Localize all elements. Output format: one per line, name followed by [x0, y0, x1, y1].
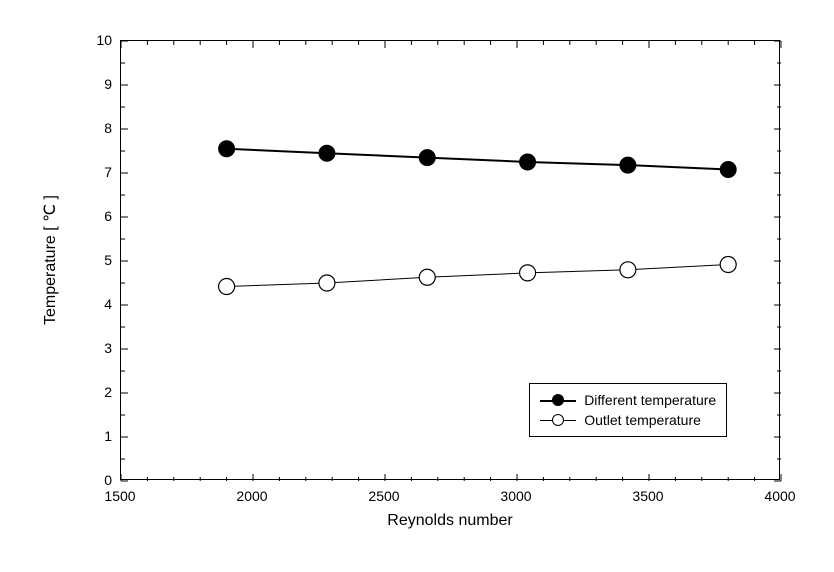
y-tick-label: 5: [90, 252, 112, 268]
legend: Different temperature Outlet temperature: [529, 383, 727, 437]
y-tick-label: 2: [90, 384, 112, 400]
y-tick-label: 7: [90, 164, 112, 180]
y-axis-label: Temperature [ ℃ ]: [40, 195, 60, 325]
x-tick-label: 3500: [632, 488, 663, 504]
x-tick-label: 3000: [500, 488, 531, 504]
y-tick-label: 6: [90, 208, 112, 224]
chart-container: Reynolds number Temperature [ ℃ ] Differ…: [0, 0, 834, 572]
y-tick-label: 8: [90, 120, 112, 136]
y-tick-label: 1: [90, 428, 112, 444]
legend-marker-icon: [552, 394, 564, 406]
x-tick-label: 2500: [368, 488, 399, 504]
x-axis-label: Reynolds number: [387, 512, 512, 530]
legend-row: Different temperature: [540, 390, 716, 410]
legend-row: Outlet temperature: [540, 410, 716, 430]
x-tick-label: 4000: [764, 488, 795, 504]
y-tick-label: 10: [90, 32, 112, 48]
legend-label: Outlet temperature: [584, 412, 701, 428]
legend-swatch: [540, 392, 576, 408]
x-tick-label: 1500: [104, 488, 135, 504]
legend-swatch: [540, 412, 576, 428]
y-tick-label: 9: [90, 76, 112, 92]
x-tick-label: 2000: [236, 488, 267, 504]
y-tick-label: 3: [90, 340, 112, 356]
legend-marker-icon: [552, 414, 564, 426]
legend-label: Different temperature: [584, 392, 716, 408]
y-tick-label: 4: [90, 296, 112, 312]
y-tick-label: 0: [90, 472, 112, 488]
